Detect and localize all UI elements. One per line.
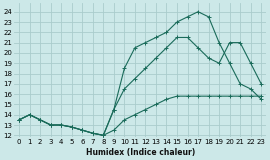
X-axis label: Humidex (Indice chaleur): Humidex (Indice chaleur) xyxy=(86,148,195,156)
